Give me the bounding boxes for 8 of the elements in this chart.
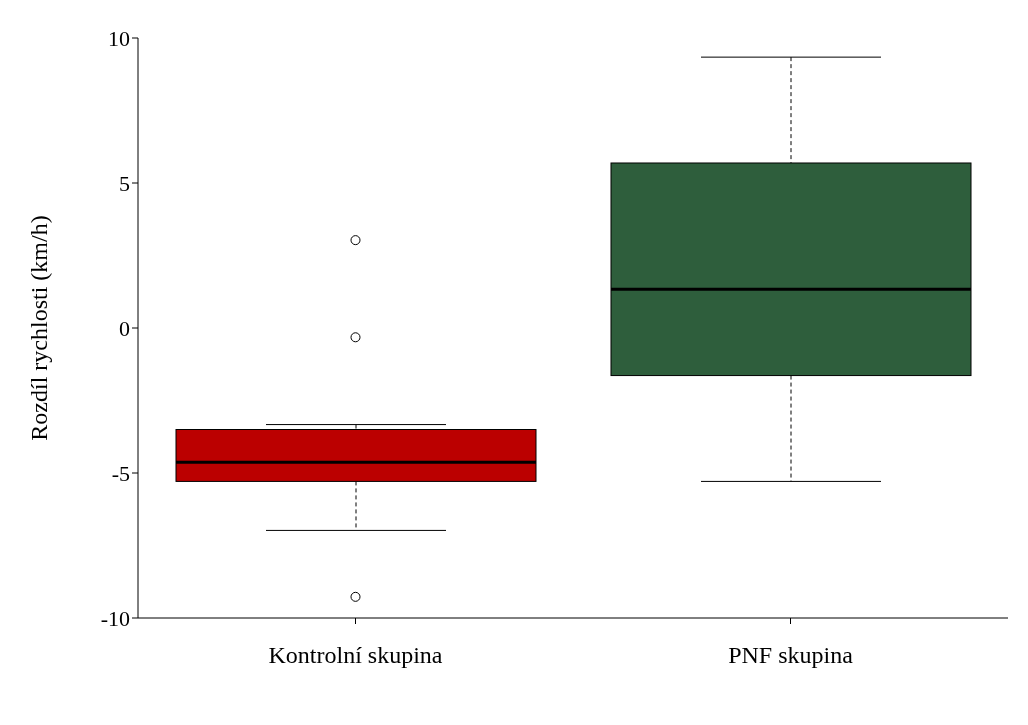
y-tick-label: -5 bbox=[111, 460, 130, 486]
y-tick-label: 10 bbox=[108, 25, 130, 51]
x-tick-label: Kontrolní skupina bbox=[268, 642, 443, 669]
x-tick-label: PNF skupina bbox=[728, 642, 854, 669]
y-tick-label: 5 bbox=[119, 170, 130, 196]
y-tick-label: 0 bbox=[119, 315, 130, 341]
y-axis-title: Rozdíl rychlosti (km/h) bbox=[25, 215, 52, 441]
y-tick-label: -10 bbox=[100, 605, 130, 631]
